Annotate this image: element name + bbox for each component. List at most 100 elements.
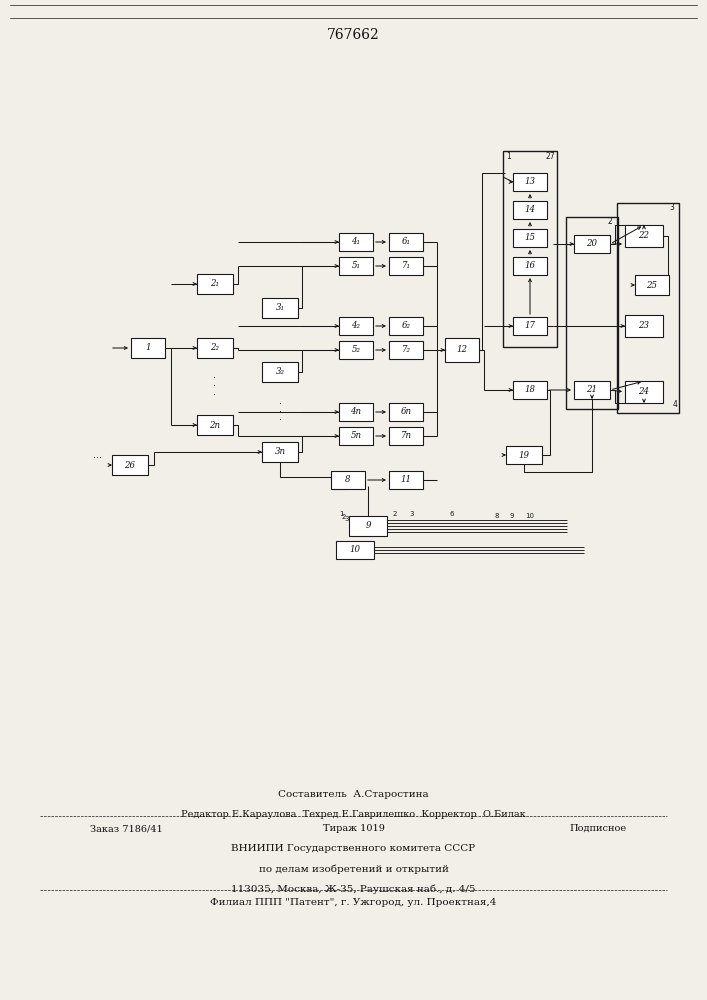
Text: 11: 11: [400, 476, 411, 485]
Text: 22: 22: [638, 232, 650, 240]
Text: 8: 8: [495, 513, 499, 519]
Text: 5₂: 5₂: [351, 346, 361, 355]
Text: 12: 12: [457, 346, 467, 355]
Text: ·
·
·: · · ·: [214, 373, 216, 400]
Bar: [503, 151, 557, 347]
Text: 2: 2: [608, 217, 613, 226]
Bar: [625, 225, 663, 247]
Bar: [506, 446, 542, 464]
Text: 6: 6: [450, 511, 455, 517]
Bar: [339, 427, 373, 445]
Bar: [339, 341, 373, 359]
Bar: [262, 298, 298, 318]
Text: 3₂: 3₂: [276, 367, 284, 376]
Text: 767662: 767662: [327, 28, 380, 42]
Text: 1: 1: [339, 511, 344, 517]
Text: 6₁: 6₁: [402, 237, 411, 246]
Text: Подписное: Подписное: [570, 824, 627, 833]
Bar: [389, 403, 423, 421]
Bar: [513, 201, 547, 219]
Bar: [262, 362, 298, 382]
Bar: [197, 274, 233, 294]
Text: 6₂: 6₂: [402, 322, 411, 330]
Text: 6n: 6n: [400, 408, 411, 416]
Text: 2n: 2n: [209, 420, 221, 430]
Text: 26: 26: [124, 460, 136, 470]
Text: 21: 21: [587, 385, 597, 394]
Bar: [339, 257, 373, 275]
Text: Заказ 7186/41: Заказ 7186/41: [90, 824, 163, 833]
Text: 3: 3: [669, 203, 674, 212]
Bar: [336, 541, 374, 559]
Text: по делам изобретений и открытий: по делам изобретений и открытий: [259, 864, 448, 874]
Text: 1: 1: [506, 152, 510, 161]
Text: 27: 27: [545, 152, 554, 161]
Bar: [574, 381, 610, 399]
Text: 2: 2: [393, 511, 397, 517]
Text: 4₂: 4₂: [351, 322, 361, 330]
Bar: [389, 427, 423, 445]
Text: Филиал ППП "Патент", г. Ужгород, ул. Проектная,4: Филиал ППП "Патент", г. Ужгород, ул. Про…: [210, 898, 497, 907]
Bar: [513, 229, 547, 247]
Text: 10: 10: [349, 546, 361, 554]
Bar: [389, 341, 423, 359]
Bar: [513, 317, 547, 335]
Bar: [349, 516, 387, 536]
Text: ·
·
·: · · ·: [279, 399, 281, 425]
Bar: [566, 217, 618, 409]
Bar: [625, 315, 663, 337]
Text: 9: 9: [510, 513, 514, 519]
Bar: [389, 233, 423, 251]
Bar: [262, 442, 298, 462]
Bar: [197, 415, 233, 435]
Bar: [445, 338, 479, 362]
Text: 9: 9: [366, 522, 370, 530]
Bar: [513, 173, 547, 191]
Bar: [331, 471, 365, 489]
Text: ВНИИПИ Государственного комитета СССР: ВНИИПИ Государственного комитета СССР: [231, 844, 476, 853]
Text: 5n: 5n: [351, 432, 361, 440]
Text: 8: 8: [345, 476, 351, 485]
Text: 4₁: 4₁: [351, 237, 361, 246]
Text: 3₁: 3₁: [276, 304, 284, 312]
Bar: [112, 455, 148, 475]
Text: 4: 4: [673, 400, 678, 409]
Text: 113035, Москва, Ж-35, Раушская наб., д. 4/5: 113035, Москва, Ж-35, Раушская наб., д. …: [231, 884, 476, 894]
Bar: [197, 338, 233, 358]
Bar: [339, 233, 373, 251]
Text: Тираж 1019: Тираж 1019: [322, 824, 385, 833]
Text: 3n: 3n: [274, 448, 286, 456]
Text: 10: 10: [525, 513, 534, 519]
Text: 7n: 7n: [400, 432, 411, 440]
Bar: [625, 381, 663, 403]
Text: 13: 13: [525, 178, 535, 186]
Text: ...: ...: [93, 450, 103, 460]
Text: 7₂: 7₂: [402, 346, 411, 355]
Text: 18: 18: [525, 385, 535, 394]
Text: 25: 25: [646, 280, 658, 290]
Bar: [513, 257, 547, 275]
Text: 2: 2: [341, 514, 346, 520]
Text: 3: 3: [410, 511, 414, 517]
Text: 5₁: 5₁: [351, 261, 361, 270]
Bar: [574, 235, 610, 253]
Text: 14: 14: [525, 206, 535, 215]
Bar: [513, 381, 547, 399]
Text: 15: 15: [525, 233, 535, 242]
Text: 7₁: 7₁: [402, 261, 411, 270]
Bar: [389, 257, 423, 275]
Bar: [339, 317, 373, 335]
Bar: [131, 338, 165, 358]
Bar: [635, 275, 669, 295]
Text: 20: 20: [587, 239, 597, 248]
Bar: [389, 317, 423, 335]
Bar: [339, 403, 373, 421]
Text: 16: 16: [525, 261, 535, 270]
Bar: [389, 471, 423, 489]
Text: 17: 17: [525, 322, 535, 330]
Text: 1: 1: [145, 344, 151, 353]
Bar: [617, 203, 679, 413]
Text: 19: 19: [518, 450, 530, 460]
Text: Составитель  А.Старостина: Составитель А.Старостина: [278, 790, 429, 799]
Text: 2₂: 2₂: [211, 344, 219, 353]
